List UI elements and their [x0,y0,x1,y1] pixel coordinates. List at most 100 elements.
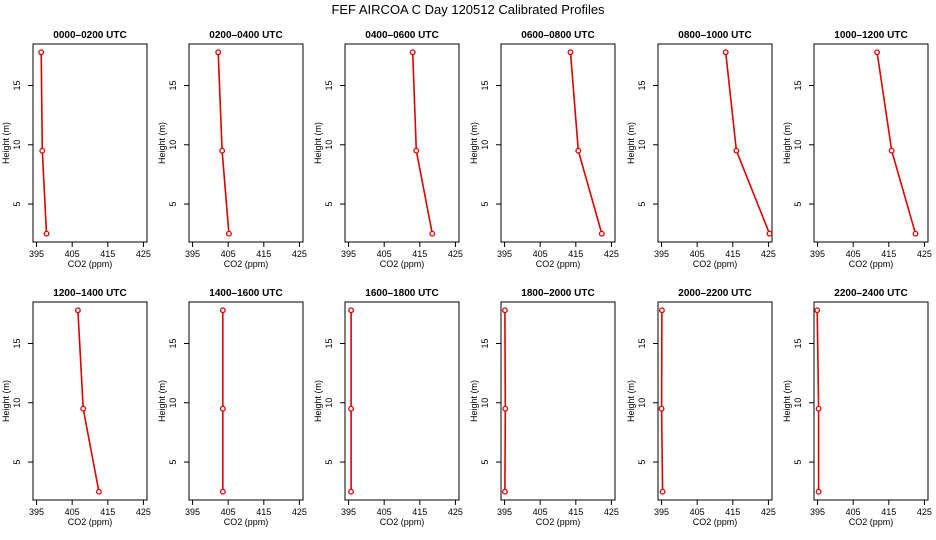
x-axis-label: CO2 (ppm) [68,517,113,527]
x-tick-label: 405 [377,507,392,517]
profile-panel: 0200–0400 UTC 395 405 415 425 CO2 (ppm) 5 10 15 H… [157,30,307,269]
data-point [912,230,919,237]
data-point [409,49,416,56]
data-point [43,230,50,237]
x-axis-label: CO2 (ppm) [693,517,738,527]
x-tick-label: 415 [568,507,583,517]
profile-panel: 1200–1400 UTC 395 405 415 425 CO2 (ppm) 5 10 15 H… [1,288,151,527]
x-tick-label: 405 [846,507,861,517]
data-point [38,49,45,56]
panel-title: 0200–0400 UTC [209,30,282,41]
data-point [348,307,355,314]
profile-line [876,52,917,234]
x-tick-label: 395 [341,507,356,517]
profile-panel: 0400–0600 UTC 395 405 415 425 CO2 (ppm) 5 10 15 H… [313,30,463,269]
plot-frame [500,43,616,243]
x-tick-label: 405 [221,507,236,517]
x-tick-label: 425 [448,249,463,259]
data-point [39,147,46,154]
y-tick-label: 5 [793,202,803,207]
panels-grid: 0000–0200 UTC 395 405 415 425 CO2 (ppm) 5 10 15 H… [1,30,932,527]
plot-frame [344,301,460,501]
profile-panel: 0800–1000 UTC 395 405 415 425 CO2 (ppm) 5 10 15 H… [626,30,776,269]
y-axis-label: Height (m) [313,380,323,422]
data-point [658,405,665,412]
plot-frame [344,43,460,243]
data-point [888,147,895,154]
x-tick-label: 425 [292,507,307,517]
x-tick-label: 425 [604,507,619,517]
y-tick-label: 5 [324,460,334,465]
x-tick-label: 415 [256,249,271,259]
y-tick-label: 10 [793,140,803,150]
x-axis-label: CO2 (ppm) [693,259,738,269]
x-tick-label: 395 [185,507,200,517]
data-point [567,49,574,56]
y-tick-label: 15 [793,80,803,90]
x-axis-label: CO2 (ppm) [380,259,425,269]
x-axis-label: CO2 (ppm) [849,517,894,527]
x-tick-label: 425 [292,249,307,259]
x-tick-label: 395 [341,249,356,259]
x-tick-label: 425 [448,507,463,517]
y-tick-label: 10 [12,140,22,150]
y-axis-label: Height (m) [157,380,167,422]
data-point [501,307,508,314]
y-tick-label: 5 [168,202,178,207]
plot-frame [813,43,929,243]
profile-line [724,52,771,234]
profile-line [217,52,230,234]
x-tick-label: 395 [29,249,44,259]
x-tick-label: 405 [690,507,705,517]
y-tick-label: 15 [637,80,647,90]
x-axis-label: CO2 (ppm) [536,517,581,527]
panel-title: 0600–0800 UTC [521,30,594,41]
data-point [348,488,355,495]
data-point [429,230,436,237]
y-axis-label: Height (m) [469,380,479,422]
plot-frame [188,301,304,501]
y-tick-label: 5 [480,202,490,207]
x-tick-label: 415 [568,249,583,259]
data-point [80,405,87,412]
data-point [219,488,226,495]
profile-line [569,52,603,234]
profile-line [77,310,100,492]
y-tick-label: 10 [168,398,178,408]
profile-line [40,52,48,234]
plot-frame [188,43,304,243]
data-point [219,405,226,412]
x-axis-label: CO2 (ppm) [68,259,113,269]
y-tick-label: 10 [793,398,803,408]
data-point [225,230,232,237]
panel-title: 0400–0600 UTC [365,30,438,41]
y-tick-label: 10 [480,140,490,150]
y-tick-label: 15 [12,80,22,90]
data-point [575,147,582,154]
x-tick-label: 415 [256,507,271,517]
x-tick-label: 395 [185,249,200,259]
y-axis-label: Height (m) [782,122,792,164]
figure-title: FEF AIRCOA C Day 120512 Calibrated Profi… [331,2,605,17]
data-point [219,147,226,154]
y-tick-label: 15 [324,338,334,348]
profile-panel: 1400–1600 UTC 395 405 415 425 CO2 (ppm) 5 10 15 H… [157,288,307,527]
x-tick-label: 405 [533,507,548,517]
profile-panel: 2200–2400 UTC 395 405 415 425 CO2 (ppm) 5 10 15 H… [782,288,932,527]
y-axis-label: Height (m) [1,380,11,422]
x-tick-label: 405 [690,249,705,259]
y-tick-label: 5 [793,460,803,465]
x-tick-label: 425 [761,507,776,517]
panel-title: 2000–2200 UTC [678,288,751,299]
x-tick-label: 405 [377,249,392,259]
y-tick-label: 15 [168,80,178,90]
data-point [95,488,102,495]
panel-title: 1400–1600 UTC [209,288,282,299]
data-point [815,405,822,412]
panel-title: 1600–1800 UTC [365,288,438,299]
y-tick-label: 15 [637,338,647,348]
panel-title: 0000–0200 UTC [53,30,126,41]
y-tick-label: 15 [480,338,490,348]
x-tick-label: 415 [412,507,427,517]
x-tick-label: 405 [846,249,861,259]
